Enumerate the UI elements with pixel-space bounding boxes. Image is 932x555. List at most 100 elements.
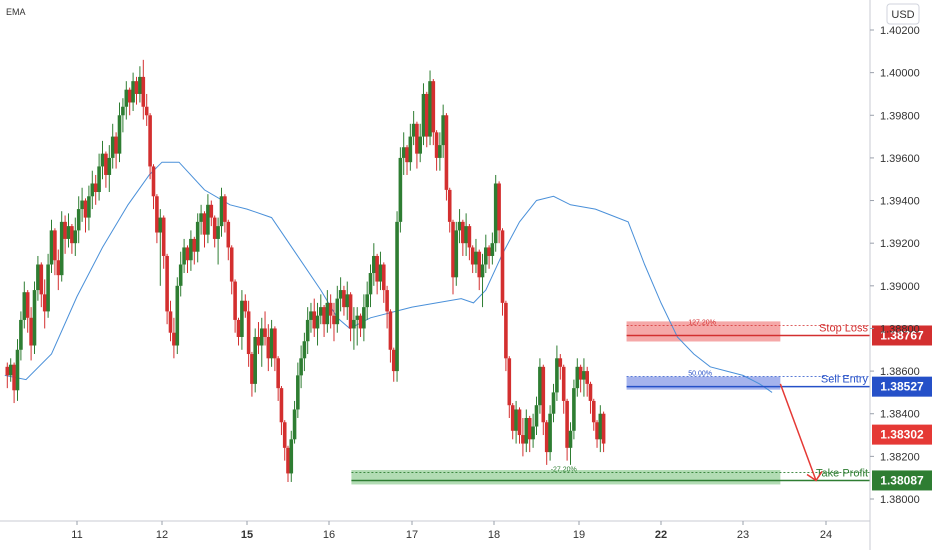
candle [19, 311, 23, 361]
candle [510, 403, 515, 440]
candle-body [500, 230, 505, 303]
candle-body [338, 290, 343, 299]
candle [266, 324, 271, 372]
candle-body [507, 358, 512, 406]
candle-body [22, 292, 27, 320]
candle [189, 230, 193, 271]
candle [391, 347, 396, 382]
candle [276, 356, 280, 401]
candle [124, 81, 129, 120]
candle [138, 66, 142, 103]
y-tick-label: 1.39600 [880, 153, 920, 165]
candle [598, 405, 603, 453]
candle-body [240, 300, 244, 337]
candle-body [80, 200, 84, 210]
candle-body [63, 221, 67, 239]
candle-body [375, 255, 379, 282]
candle [534, 396, 539, 436]
candle-body [328, 302, 333, 316]
sell-entry-label: Sell Entry [821, 374, 869, 386]
candle [572, 379, 576, 440]
candle-body [70, 226, 74, 244]
candle [236, 317, 241, 346]
candle [42, 279, 47, 329]
currency-button[interactable]: USD [886, 3, 920, 25]
candle [49, 219, 54, 274]
candle-body [134, 81, 139, 94]
candle-body [541, 366, 546, 423]
candle [46, 253, 50, 318]
candle-body [578, 366, 583, 380]
candle [338, 277, 343, 312]
y-tick-label: 1.38800 [880, 323, 920, 335]
candle [538, 358, 542, 414]
candle [408, 123, 413, 171]
candle [56, 249, 61, 291]
candle-body [219, 196, 224, 227]
candle [500, 228, 505, 316]
x-tick-label: 18 [488, 529, 500, 541]
candle-body [411, 123, 416, 137]
candle-body [199, 213, 203, 222]
x-tick-label: 17 [406, 529, 418, 541]
candle-body [451, 221, 455, 278]
candle-body [490, 243, 495, 256]
candle [431, 79, 436, 146]
candle-body [477, 251, 482, 278]
candle [568, 422, 573, 465]
candle-body [189, 238, 193, 261]
candle [328, 294, 333, 329]
candle [250, 351, 254, 397]
candle [352, 307, 356, 350]
candle [151, 164, 156, 210]
candle-body [395, 221, 399, 372]
candle [578, 364, 583, 393]
candle [53, 228, 57, 276]
candle-body [161, 217, 166, 256]
candle-body [408, 136, 413, 163]
candle-body [178, 264, 183, 286]
candle-body [53, 230, 57, 261]
candle [541, 364, 546, 436]
candle [521, 417, 525, 457]
candle [206, 194, 210, 244]
candle [385, 285, 389, 329]
candle-body [504, 302, 508, 359]
candle [517, 407, 522, 444]
candle-body [8, 364, 13, 376]
candle [209, 200, 214, 227]
candle [104, 151, 108, 188]
candle [411, 111, 416, 146]
candle [100, 140, 105, 180]
candle [195, 213, 200, 263]
candle-body [585, 371, 589, 384]
y-tick-label: 1.38000 [880, 494, 920, 506]
candle-body [601, 413, 606, 444]
candle-body [138, 76, 142, 94]
candle-body [83, 200, 88, 218]
take-profit-fib-label: -27.20% [551, 466, 577, 473]
candle [454, 221, 459, 286]
y-tick-label: 1.40200 [880, 25, 920, 37]
candle-body [299, 358, 303, 376]
candle [504, 300, 508, 372]
candle-body [447, 189, 452, 222]
candle-body [534, 405, 539, 427]
candle-body [355, 315, 360, 320]
candle-body [385, 290, 389, 312]
candle [365, 281, 369, 320]
candle-body [192, 238, 197, 252]
candle-body [229, 247, 234, 282]
candle-body [76, 209, 81, 231]
candle [312, 298, 317, 337]
candle [32, 281, 37, 355]
candle [131, 72, 135, 112]
candle-body [131, 81, 135, 103]
candle-body [202, 213, 207, 235]
candle-body [438, 145, 442, 158]
candle [497, 181, 501, 244]
candle [117, 102, 122, 163]
candle-body [309, 311, 313, 320]
candle-body [216, 226, 220, 239]
